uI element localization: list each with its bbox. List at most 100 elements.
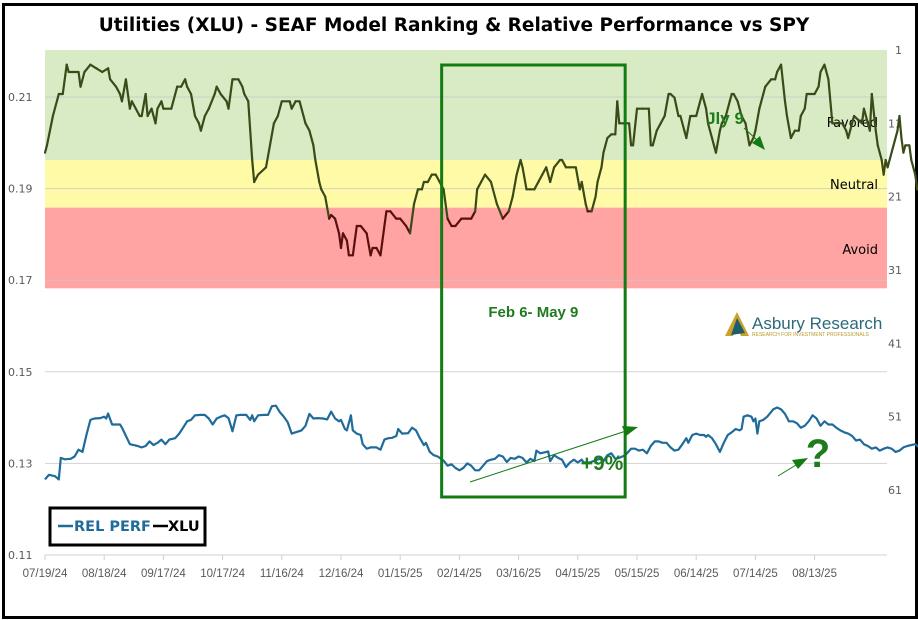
x-tick-label: 12/16/24 <box>319 568 364 580</box>
xlu-line-segment <box>706 122 716 147</box>
xlu-line-segment <box>783 100 789 118</box>
logo-brand: Asbury Research <box>752 314 882 333</box>
xlu-line-segment <box>154 107 159 125</box>
xlu-line-segment <box>663 92 670 118</box>
legend-box <box>48 506 207 547</box>
xlu-line-segment <box>724 100 731 118</box>
xlu-line-segment <box>501 210 510 220</box>
xlu-line-segment <box>199 114 206 132</box>
xlu-line-segment <box>253 173 260 184</box>
xlu-line-segment <box>870 92 877 132</box>
xlu-line-segment <box>170 92 177 110</box>
xlu-line-segment <box>673 96 680 118</box>
xlu-line-segment <box>408 202 416 235</box>
xlu-line-segment <box>247 100 254 162</box>
xlu-line-segment <box>701 92 708 110</box>
xlu-line-segment <box>454 217 463 228</box>
legend-label-xlu: XLU <box>168 519 200 535</box>
xlu-line-segment <box>243 92 250 103</box>
xlu-line-segment <box>758 92 765 110</box>
xlu-line-segment <box>748 136 755 147</box>
xlu-line-segment <box>553 158 562 169</box>
xlu-line-segment <box>590 195 597 213</box>
left-axis-ticks: 0.11 0.13 0.15 0.17 0.19 0.21 <box>8 91 33 562</box>
xlu-line-segment <box>318 180 323 191</box>
zone-bands <box>45 50 887 289</box>
right-tick-label: 31 <box>888 264 902 277</box>
legend: REL PERF XLU <box>48 506 207 547</box>
xlu-line-segment <box>353 224 358 242</box>
xlu-line-segment <box>797 114 802 132</box>
question-arrow-line <box>777 464 797 477</box>
xlu-line-segment <box>537 173 544 184</box>
xlu-line-segment <box>803 92 808 110</box>
xlu-line-segment <box>51 92 60 118</box>
x-tick-label: 06/14/25 <box>674 568 719 580</box>
xlu-line-segment <box>476 180 483 191</box>
right-tick-label: 61 <box>888 484 902 497</box>
x-tick-label: 04/15/25 <box>555 568 600 580</box>
xlu-line-segment <box>107 67 112 81</box>
xlu-line-segment <box>219 92 228 103</box>
xlu-line-segment <box>314 158 321 184</box>
xlu-line-segment <box>130 100 137 110</box>
left-tick-label: 0.19 <box>8 183 33 196</box>
xlu-line-segment <box>351 239 356 257</box>
xlu-line-segment <box>580 180 587 206</box>
x-tick-label: 09/17/24 <box>141 568 186 580</box>
xlu-line-segment <box>95 67 104 74</box>
xlu-line-segment <box>560 158 568 169</box>
xlu-line-segment <box>704 107 710 125</box>
zone-label-avoid: Avoid <box>842 243 878 258</box>
xlu-line-segment <box>596 166 603 184</box>
xlu-line-segment <box>655 122 662 132</box>
xlu-line-segment <box>850 114 856 125</box>
rel-perf-line <box>44 404 918 481</box>
xlu-line-segment <box>515 158 522 176</box>
xlu-line-segment <box>714 129 721 154</box>
zone-avoid <box>45 207 887 289</box>
x-tick-label: 10/17/24 <box>200 568 245 580</box>
xlu-line-segment <box>495 202 504 220</box>
xlu-line-segment <box>308 129 315 147</box>
xlu-line-segment <box>341 232 349 242</box>
xlu-line-segment <box>365 232 372 257</box>
logo-triangle-icon <box>731 318 745 335</box>
xlu-line-segment <box>369 246 374 257</box>
xlu-line-segment <box>631 107 639 147</box>
xlu-line-segment <box>193 114 201 125</box>
xlu-line-segment <box>507 195 514 213</box>
xlu-line-segment <box>888 144 895 162</box>
xlu-line-segment <box>823 63 830 81</box>
plus9-arrow-line <box>469 430 627 483</box>
xlu-line-segment <box>659 114 666 125</box>
xlu-line-segment <box>574 166 581 191</box>
xlu-line-segment <box>144 92 149 118</box>
xlu-line-segment <box>227 78 234 110</box>
x-axis-ticks: 07/19/24 08/18/24 09/17/24 10/17/24 11/16/24… <box>23 554 887 580</box>
xlu-line-segment <box>339 232 345 250</box>
xlu-line-segment <box>43 144 49 154</box>
left-tick-label: 0.13 <box>8 457 33 470</box>
xlu-line-segment <box>272 114 279 125</box>
left-tick-label: 0.21 <box>8 91 33 104</box>
xlu-line-segment <box>914 173 918 191</box>
xlu-line-segment <box>847 122 854 140</box>
xlu-line-segment <box>898 114 903 140</box>
xlu-line-segment <box>420 180 425 191</box>
xlu-line-segment <box>359 224 368 235</box>
xlu-line-segment <box>728 92 733 103</box>
xlu-line-segment <box>389 210 398 220</box>
x-tick-label: 01/15/25 <box>378 568 423 580</box>
xlu-line-segment <box>697 92 704 110</box>
xlu-line-segment <box>886 158 891 169</box>
xlu-line-segment <box>304 122 311 132</box>
xlu-line-segment <box>584 202 589 213</box>
xlu-line-segment <box>549 166 556 184</box>
xlu-line-segment <box>774 70 779 81</box>
xlu-line-segment <box>762 85 767 96</box>
xlu-line-segment <box>647 107 652 147</box>
xlu-line-segment <box>333 217 341 235</box>
x-tick-label: 07/19/24 <box>23 568 68 580</box>
